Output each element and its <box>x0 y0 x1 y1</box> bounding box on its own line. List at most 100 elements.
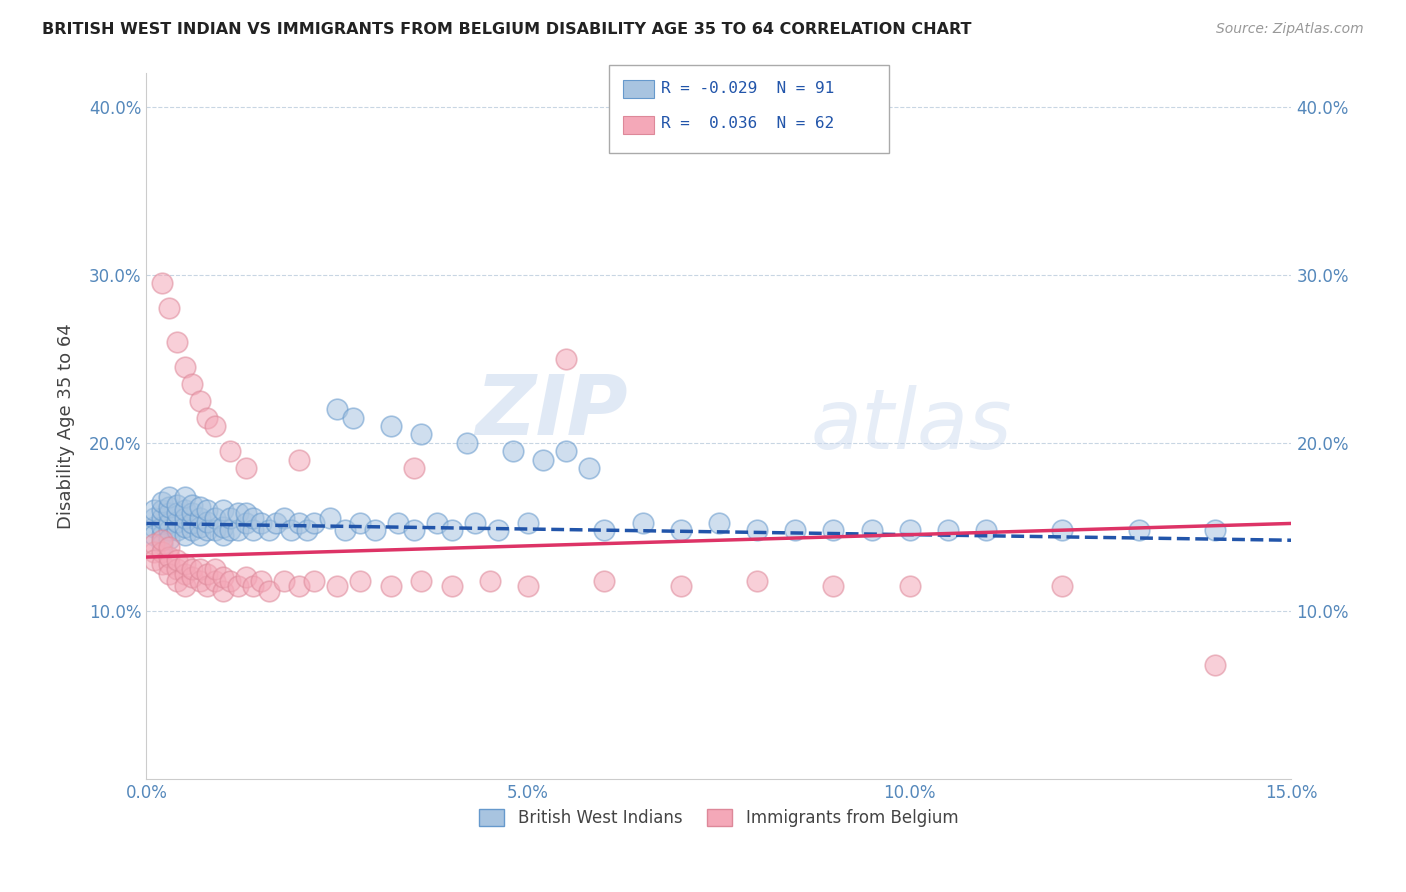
Point <box>157 566 180 581</box>
Point <box>411 427 433 442</box>
Point <box>150 557 173 571</box>
Point <box>349 574 371 588</box>
Point <box>143 520 166 534</box>
Point <box>150 528 173 542</box>
Point <box>197 566 219 581</box>
Point <box>235 461 257 475</box>
Point <box>555 444 578 458</box>
Point <box>197 410 219 425</box>
Point <box>440 523 463 537</box>
Point <box>318 511 340 525</box>
Point <box>402 523 425 537</box>
Point <box>745 574 768 588</box>
Point <box>326 402 349 417</box>
Point <box>380 579 402 593</box>
Point <box>204 419 226 434</box>
Point <box>173 557 195 571</box>
Point <box>326 579 349 593</box>
Point <box>188 520 211 534</box>
Point <box>219 511 242 525</box>
Text: BRITISH WEST INDIAN VS IMMIGRANTS FROM BELGIUM DISABILITY AGE 35 TO 64 CORRELATI: BRITISH WEST INDIAN VS IMMIGRANTS FROM B… <box>42 22 972 37</box>
Point <box>211 528 233 542</box>
Point <box>157 523 180 537</box>
Point <box>593 523 616 537</box>
Point <box>631 516 654 531</box>
Point <box>173 503 195 517</box>
Point <box>150 533 173 548</box>
Point <box>349 516 371 531</box>
Point <box>250 516 273 531</box>
Text: Source: ZipAtlas.com: Source: ZipAtlas.com <box>1216 22 1364 37</box>
Point <box>173 511 195 525</box>
Point <box>188 393 211 408</box>
Point <box>219 444 242 458</box>
Point <box>745 523 768 537</box>
Point <box>280 523 302 537</box>
Point <box>188 528 211 542</box>
Point <box>235 516 257 531</box>
Point <box>226 507 249 521</box>
Point <box>173 520 195 534</box>
Point <box>273 511 295 525</box>
Point <box>898 523 921 537</box>
Point <box>235 507 257 521</box>
Point <box>188 500 211 514</box>
Point <box>1128 523 1150 537</box>
Point <box>188 511 211 525</box>
Point <box>204 562 226 576</box>
Point <box>785 523 807 537</box>
Point <box>364 523 387 537</box>
Point <box>173 490 195 504</box>
Point <box>181 523 204 537</box>
Point <box>211 583 233 598</box>
Point <box>288 579 311 593</box>
Point <box>150 503 173 517</box>
Point <box>181 516 204 531</box>
Point <box>150 276 173 290</box>
Point <box>1052 523 1074 537</box>
Point <box>273 574 295 588</box>
Point <box>157 557 180 571</box>
Point <box>166 574 188 588</box>
Point <box>250 574 273 588</box>
Text: ZIP: ZIP <box>475 371 627 452</box>
Point <box>150 545 173 559</box>
Point <box>143 528 166 542</box>
Point <box>157 507 180 521</box>
Point <box>387 516 409 531</box>
Point <box>342 410 364 425</box>
Point <box>226 523 249 537</box>
Point <box>517 579 540 593</box>
Point <box>173 579 195 593</box>
Point <box>1204 523 1226 537</box>
Point <box>936 523 959 537</box>
Point <box>219 523 242 537</box>
Point <box>1204 657 1226 672</box>
Point <box>181 562 204 576</box>
Point <box>166 523 188 537</box>
Point <box>288 452 311 467</box>
Point <box>166 334 188 349</box>
Point <box>211 503 233 517</box>
Point <box>181 498 204 512</box>
Point <box>823 523 845 537</box>
Point <box>380 419 402 434</box>
Point <box>166 562 188 576</box>
Point <box>166 553 188 567</box>
Text: R = -0.029  N = 91: R = -0.029 N = 91 <box>661 81 834 95</box>
Point <box>440 579 463 593</box>
Point <box>669 523 692 537</box>
Point <box>197 523 219 537</box>
Point <box>531 452 554 467</box>
Point <box>143 545 166 559</box>
Point <box>593 574 616 588</box>
Point <box>166 498 188 512</box>
Point <box>823 579 845 593</box>
Legend: British West Indians, Immigrants from Belgium: British West Indians, Immigrants from Be… <box>472 803 965 834</box>
Point <box>143 553 166 567</box>
Point <box>197 503 219 517</box>
Point <box>150 494 173 508</box>
Point <box>486 523 509 537</box>
Point <box>517 516 540 531</box>
Point <box>304 574 326 588</box>
